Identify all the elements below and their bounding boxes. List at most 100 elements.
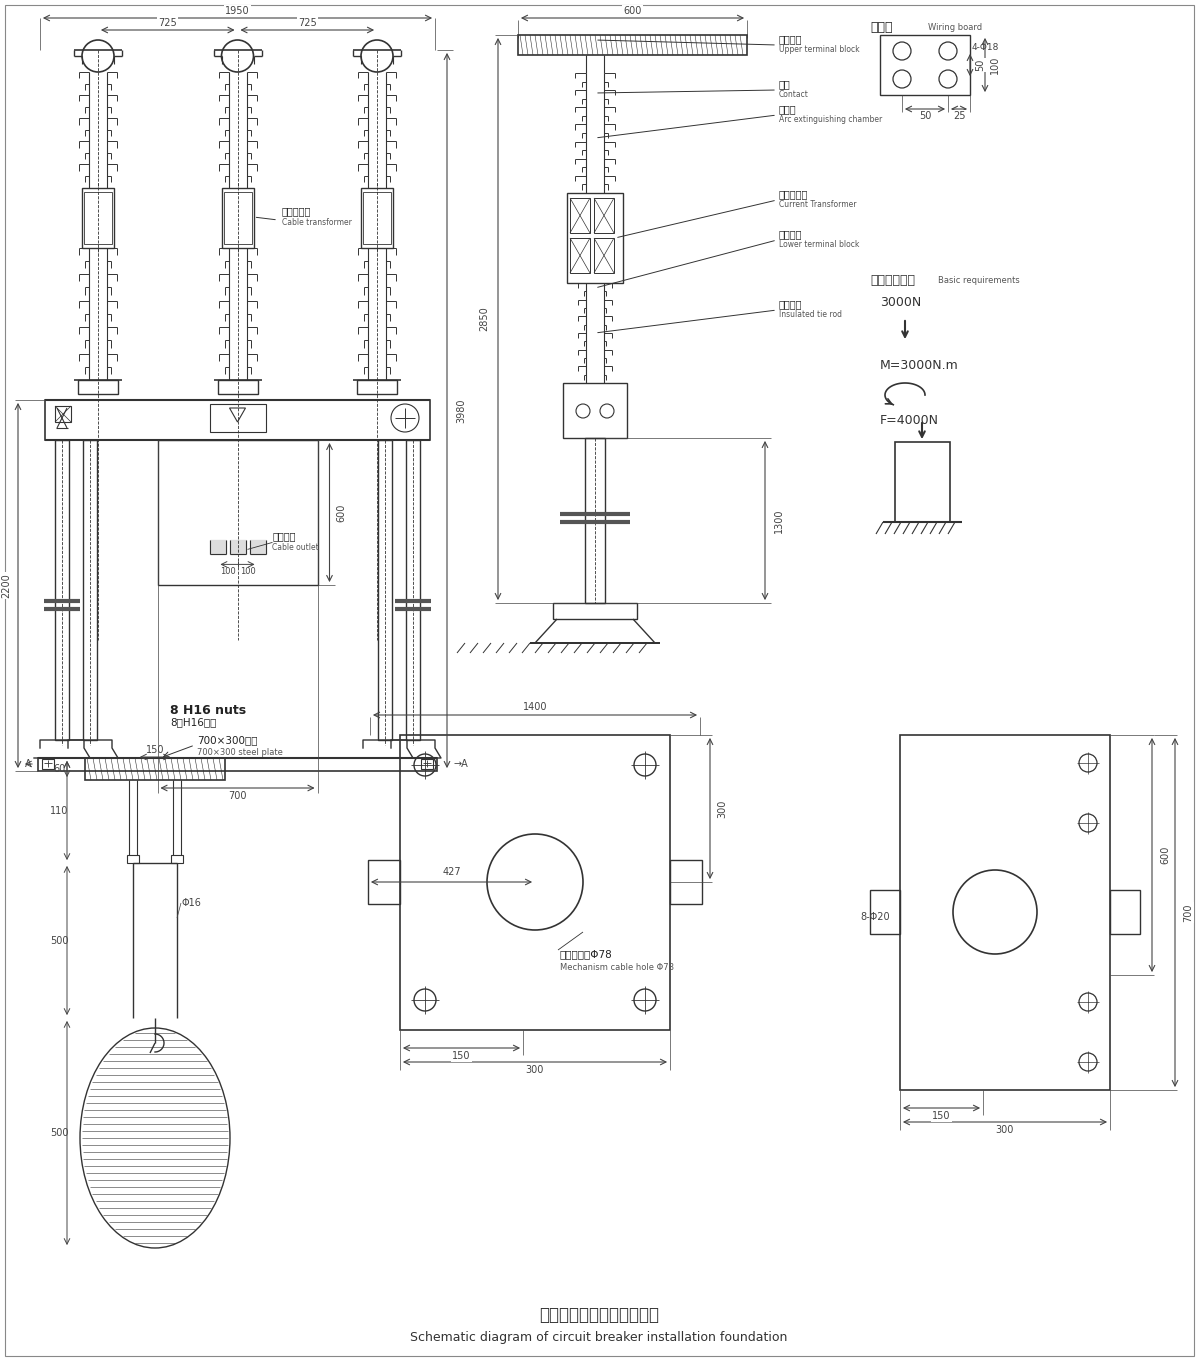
Text: 绝缘拉杆: 绝缘拉杆 [779, 299, 802, 309]
Text: 灭弧室: 灭弧室 [779, 103, 796, 114]
Bar [127, 855, 139, 863]
Bar [378, 440, 392, 740]
Bar [518, 35, 747, 54]
Bar [564, 382, 627, 438]
Text: 725: 725 [158, 18, 177, 29]
Text: 1300: 1300 [775, 508, 784, 532]
Bar [880, 35, 970, 95]
Text: 8-Φ20: 8-Φ20 [861, 912, 890, 921]
Bar [55, 440, 70, 740]
Bar [670, 860, 701, 904]
Text: 700: 700 [228, 791, 247, 802]
Text: 8 H16 nuts: 8 H16 nuts [170, 704, 246, 716]
Bar [570, 197, 590, 233]
Bar [223, 192, 252, 244]
Bar [217, 380, 258, 393]
Bar [222, 188, 253, 248]
Text: 3000N: 3000N [880, 295, 921, 309]
Text: 接线板: 接线板 [870, 20, 892, 34]
Bar [368, 860, 400, 904]
Text: 500: 500 [49, 1128, 68, 1138]
Text: A: A [25, 759, 31, 769]
Bar [210, 404, 265, 431]
Bar [82, 188, 114, 248]
Bar [570, 238, 590, 274]
Text: Arc extinguishing chamber: Arc extinguishing chamber [779, 114, 882, 124]
Bar [894, 442, 950, 523]
Text: Wiring board: Wiring board [928, 23, 982, 31]
Text: Basic requirements: Basic requirements [938, 275, 1020, 284]
Text: Current Transformer: Current Transformer [779, 200, 856, 208]
Text: 100: 100 [990, 56, 1000, 75]
Text: 25: 25 [953, 112, 965, 121]
Polygon shape [249, 540, 265, 554]
Bar [406, 440, 420, 740]
Bar [46, 400, 430, 440]
Bar [400, 735, 670, 1030]
Text: F=4000N: F=4000N [880, 414, 939, 426]
Text: 2850: 2850 [478, 306, 489, 331]
Bar [363, 192, 391, 244]
Bar [171, 855, 183, 863]
Text: 600: 600 [337, 504, 347, 521]
Text: 150: 150 [933, 1111, 951, 1121]
Text: Φ16: Φ16 [182, 898, 201, 908]
Text: 150: 150 [146, 744, 164, 755]
Bar [83, 440, 97, 740]
Text: 700×300 steel plate: 700×300 steel plate [197, 747, 283, 757]
Text: 500: 500 [49, 935, 68, 946]
Text: 3980: 3980 [456, 399, 466, 423]
Text: M=3000N.m: M=3000N.m [880, 358, 959, 372]
Bar [85, 758, 225, 780]
Text: 触头: 触头 [779, 79, 791, 88]
Text: 700×300钢板: 700×300钢板 [197, 735, 258, 744]
Text: 上接线板: 上接线板 [779, 34, 802, 44]
Text: 100: 100 [240, 568, 255, 576]
Text: 对基础的要求: 对基础的要求 [870, 274, 915, 287]
Text: Cable outlet: Cable outlet [272, 543, 319, 553]
Text: 725: 725 [297, 18, 317, 29]
Text: 300: 300 [996, 1126, 1014, 1135]
Text: 8只H16螺母: 8只H16螺母 [170, 717, 216, 727]
Text: 机构电缆孔Φ78: 机构电缆孔Φ78 [560, 949, 613, 960]
Text: Insulated tie rod: Insulated tie rod [779, 309, 842, 318]
Bar [585, 438, 605, 603]
Text: 110: 110 [50, 806, 68, 815]
Text: 1950: 1950 [225, 5, 249, 16]
Text: Upper terminal block: Upper terminal block [779, 45, 860, 53]
Bar [421, 759, 433, 769]
Bar [594, 197, 614, 233]
Text: 50: 50 [918, 112, 932, 121]
Bar [357, 380, 397, 393]
Text: Lower terminal block: Lower terminal block [779, 240, 860, 249]
Text: 电流互感器: 电流互感器 [779, 189, 808, 199]
Text: Schematic diagram of circuit breaker installation foundation: Schematic diagram of circuit breaker ins… [410, 1331, 788, 1343]
Bar [157, 440, 318, 585]
Bar [361, 188, 393, 248]
Text: 4-Φ18: 4-Φ18 [972, 42, 1000, 52]
Bar [1110, 890, 1140, 934]
Text: →A: →A [453, 759, 468, 769]
Text: 50: 50 [975, 59, 986, 71]
Bar [870, 890, 900, 934]
Bar [567, 193, 623, 283]
Text: 300: 300 [717, 799, 727, 818]
Polygon shape [229, 540, 246, 554]
Text: 427: 427 [442, 867, 460, 876]
Text: 1400: 1400 [523, 702, 547, 712]
Text: 2200: 2200 [1, 573, 11, 597]
Text: Contact: Contact [779, 90, 809, 98]
Polygon shape [210, 540, 225, 554]
Bar [38, 758, 436, 770]
Bar [55, 406, 71, 422]
Bar [594, 238, 614, 274]
Bar [42, 759, 54, 769]
Bar [553, 603, 637, 619]
Text: Cable transformer: Cable transformer [282, 218, 351, 226]
Text: 断路器安装地基尺寸示意图: 断路器安装地基尺寸示意图 [540, 1307, 659, 1324]
Bar [900, 735, 1110, 1090]
Text: 700: 700 [1183, 904, 1193, 921]
Text: 600: 600 [1159, 845, 1170, 864]
Text: 电缆互感器: 电缆互感器 [282, 206, 312, 216]
Text: 下接线板: 下接线板 [779, 229, 802, 240]
